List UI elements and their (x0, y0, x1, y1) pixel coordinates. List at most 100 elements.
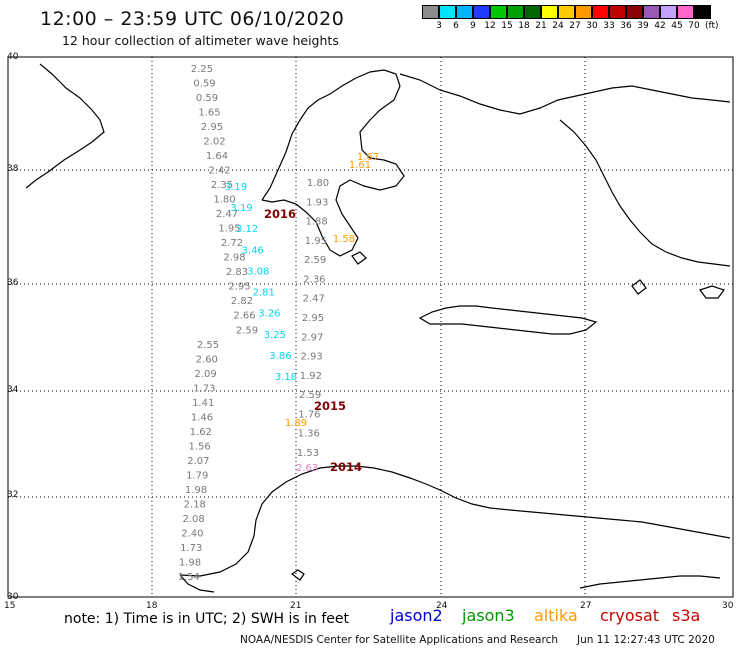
colorbar-label: 9 (470, 21, 476, 31)
swh-label-b: 2.36 (303, 274, 325, 285)
colorbar-swatch (490, 5, 507, 19)
colorbar-swatch (694, 5, 711, 19)
island-cyprus (699, 285, 725, 299)
swh-label: 2.82 (231, 296, 253, 307)
swh-label: 1.56 (188, 441, 210, 452)
swh-label: 1.73 (193, 383, 215, 394)
swh-label-b: 1.93 (306, 197, 328, 208)
swh-label: 1.79 (186, 470, 208, 481)
swh-label: 1.62 (190, 427, 212, 438)
island-small (290, 569, 305, 581)
colorbar-swatch (660, 5, 677, 19)
satellite-jason2: jason2 (390, 606, 443, 625)
colorbar-label: 18 (518, 21, 530, 31)
colorbar-swatch (643, 5, 660, 19)
libya-west (179, 574, 215, 593)
swh-label-cyan: 3.18 (275, 372, 297, 383)
swh-label: 1.41 (192, 398, 214, 409)
lat-label: 32 (7, 490, 19, 500)
swh-label-b: 1.88 (305, 217, 327, 228)
lon-label: 30 (722, 601, 734, 611)
swh-label-cyan: 3.08 (247, 266, 269, 277)
generated-timestamp: Jun 11 12:27:43 UTC 2020 (577, 634, 715, 646)
swh-label: 1.95 (218, 224, 240, 235)
swh-label-cyan: 3.46 (242, 245, 264, 256)
colorbar-swatch (524, 5, 541, 19)
lon-label: 15 (4, 601, 16, 611)
swh-label: 2.98 (223, 253, 245, 264)
map-frame (7, 56, 734, 598)
swh-label: 2.07 (187, 456, 209, 467)
swh-label-b: 2.95 (302, 313, 324, 324)
swh-label-cyan: 2.81 (253, 288, 275, 299)
swh-label: 2.60 (196, 354, 218, 365)
swh-label: 2.09 (194, 369, 216, 380)
colorbar-label: 30 (586, 21, 598, 31)
credit-line: NOAA/NESDIS Center for Satellite Applica… (240, 634, 558, 646)
swh-label: 2.02 (203, 137, 225, 148)
satellite-s3a: s3a (672, 606, 701, 625)
colorbar-swatch (626, 5, 643, 19)
swh-label: 0.59 (196, 93, 218, 104)
swh-label: 2.95 (201, 122, 223, 133)
colorbar-swatch (507, 5, 524, 19)
swh-label: 2.72 (221, 238, 243, 249)
swh-label: 2.83 (226, 267, 248, 278)
swh-label-b: 1.92 (300, 371, 322, 382)
swh-label: 1.80 (213, 195, 235, 206)
swh-label: 2.35 (211, 180, 233, 191)
coastlines (25, 63, 731, 593)
swh-label-b: 1.36 (298, 429, 320, 440)
colorbar-label: 3 (436, 21, 442, 31)
swh-label: 2.95 (228, 282, 250, 293)
pass-day-label: 2016 (264, 207, 296, 221)
page-title: 12:00 – 23:59 UTC 06/10/2020 (40, 8, 345, 30)
satellite-jason3: jason3 (462, 606, 515, 625)
swh-label-b: 2.59 (299, 390, 321, 401)
colorbar-swatch (541, 5, 558, 19)
swh-label: 2.25 (191, 64, 213, 75)
colorbar-swatch (558, 5, 575, 19)
pass-day-label: 2015 (314, 399, 346, 413)
colorbar-label: 45 (671, 21, 683, 31)
colorbar-swatch (422, 5, 439, 19)
satellite-altika: altika (534, 606, 578, 625)
colorbar-swatch (456, 5, 473, 19)
swh-label: 2.59 (236, 325, 258, 336)
swh-label: 2.55 (197, 340, 219, 351)
colorbar-label: 42 (654, 21, 666, 31)
colorbar-swatch (473, 5, 490, 19)
colorbar-label: 36 (620, 21, 632, 31)
swh-label-b: 2.59 (304, 255, 326, 266)
footnote: note: 1) Time is in UTC; 2) SWH is in fe… (64, 611, 350, 627)
page-subtitle: 12 hour collection of altimeter wave hei… (62, 33, 339, 48)
swh-label-cyan: 3.26 (258, 309, 280, 320)
lon-label: 27 (580, 601, 592, 611)
lat-label: 30 (7, 592, 19, 602)
island-rhodes (631, 279, 647, 295)
swh-label: 2.40 (181, 528, 203, 539)
swh-label-cyan: 3.19 (230, 203, 252, 214)
lon-label: 18 (146, 601, 158, 611)
swh-label-pink: 2.63 (296, 463, 318, 474)
swh-label-cyan: 3.25 (264, 330, 286, 341)
swh-label: 2.47 (216, 209, 238, 220)
swh-label: 1.98 (185, 485, 207, 496)
swh-label: 2.08 (182, 514, 204, 525)
colorbar-label: 24 (552, 21, 564, 31)
turkey-coast (559, 119, 731, 267)
swh-label-b: 2.93 (300, 352, 322, 363)
colorbar-label: 21 (535, 21, 547, 31)
colorbar-label: 27 (569, 21, 581, 31)
swh-label-b: 1.76 (298, 409, 320, 420)
swh-label: 1.98 (179, 557, 201, 568)
lat-label: 34 (7, 385, 19, 395)
pass-day-label: 2014 (330, 460, 362, 474)
aegean-north (399, 73, 731, 115)
swh-label: 1.54 (178, 572, 200, 583)
colorbar-label: 39 (637, 21, 649, 31)
lat-label: 38 (7, 164, 19, 174)
swh-label-b: 2.97 (301, 332, 323, 343)
swh-label-orange: 1.67 (357, 152, 379, 163)
